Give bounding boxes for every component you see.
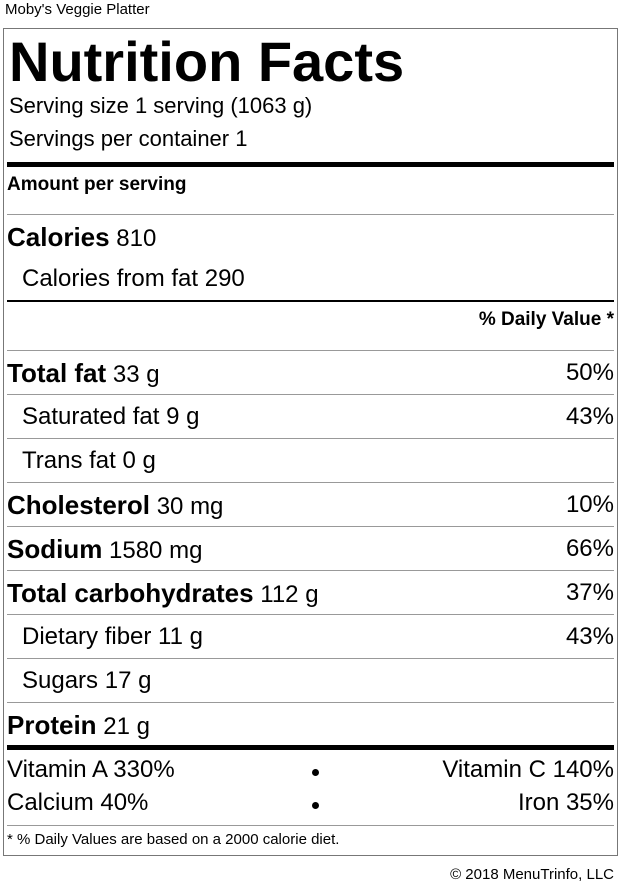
medium-divider — [7, 300, 614, 302]
thick-divider — [7, 745, 614, 750]
nutrient-row: Sodium 1580 mg 66% — [7, 527, 614, 571]
nutrient-amount: 21 g — [103, 713, 150, 740]
thick-divider — [7, 162, 614, 167]
nutrient-label: Cholesterol — [7, 490, 151, 520]
calories-from-fat-value: 290 — [204, 265, 245, 292]
bullet-dot — [312, 769, 319, 776]
bullet-dot — [312, 802, 319, 809]
divider — [7, 438, 614, 439]
divider — [7, 214, 614, 215]
nutrient-label: Protein — [7, 710, 97, 740]
nutrient-text: Sodium 1580 mg — [7, 535, 202, 565]
nutrient-label: Dietary fiber — [22, 623, 152, 650]
nutrition-label: Nutrition Facts Serving size 1 serving (… — [3, 28, 618, 856]
nutrient-row: Cholesterol 30 mg 10% — [7, 483, 614, 527]
vitamin-a: Vitamin A 330% — [7, 756, 175, 783]
nutrient-label: Sugars — [22, 667, 99, 694]
footnote: * % Daily Values are based on a 2000 cal… — [7, 831, 340, 848]
nutrient-amount: 30 mg — [156, 493, 224, 520]
nutrient-text: Trans fat 0 g — [22, 447, 156, 475]
vitamin-c: Vitamin C 140% — [442, 756, 614, 783]
nutrient-label: Total carbohydrates — [7, 578, 254, 608]
divider — [7, 394, 614, 395]
serving-size: Serving size 1 serving (1063 g) — [9, 93, 313, 118]
item-name: Moby's Veggie Platter — [5, 1, 150, 18]
nutrient-amount: 17 g — [104, 667, 152, 694]
copyright: © 2018 MenuTrinfo, LLC — [450, 866, 614, 883]
nutrient-row: Total fat 33 g 50% — [7, 351, 614, 395]
nutrient-daily-value: 50% — [565, 359, 614, 386]
servings-per-container: Servings per container 1 — [9, 126, 248, 151]
calories-label: Calories — [7, 222, 110, 252]
amount-per-serving: Amount per serving — [7, 174, 187, 195]
nutrient-daily-value: 43% — [565, 623, 614, 650]
divider — [7, 825, 614, 826]
calcium: Calcium 40% — [7, 789, 149, 816]
nutrient-text: Total fat 33 g — [7, 359, 160, 389]
divider — [7, 570, 614, 571]
nutrient-label: Saturated fat — [22, 403, 160, 430]
calories-from-fat-label: Calories from fat — [22, 265, 199, 292]
calories-text: Calories 810 — [7, 223, 156, 253]
nutrient-amount: 33 g — [112, 361, 160, 388]
nutrient-text: Total carbohydrates 112 g — [7, 579, 319, 609]
nutrient-label: Trans fat — [22, 447, 116, 474]
nutrient-daily-value: 66% — [565, 535, 614, 562]
divider — [7, 702, 614, 703]
divider — [7, 614, 614, 615]
nutrient-row: Trans fat 0 g — [7, 439, 614, 483]
nutrient-label: Total fat — [7, 358, 107, 388]
iron: Iron 35% — [517, 789, 614, 816]
nutrient-daily-value: 43% — [565, 403, 614, 430]
nutrient-row: Total carbohydrates 112 g 37% — [7, 571, 614, 615]
nutrient-row: Protein 21 g — [7, 703, 614, 747]
calories-from-fat-text: Calories from fat 290 — [22, 265, 245, 293]
nutrient-daily-value: 37% — [565, 579, 614, 606]
nutrient-amount: 9 g — [166, 403, 200, 430]
calories-from-fat-row: Calories from fat 290 — [7, 257, 614, 301]
label-title: Nutrition Facts — [9, 30, 405, 93]
calories-value: 810 — [116, 225, 157, 252]
nutrient-text: Saturated fat 9 g — [22, 403, 199, 431]
nutrient-amount: 1580 mg — [109, 537, 203, 564]
nutrient-text: Protein 21 g — [7, 711, 150, 741]
divider — [7, 482, 614, 483]
daily-value-header: % Daily Value * — [478, 309, 614, 330]
nutrient-daily-value: 10% — [565, 491, 614, 518]
divider — [7, 658, 614, 659]
nutrient-row: Sugars 17 g — [7, 659, 614, 703]
nutrient-label: Sodium — [7, 534, 103, 564]
divider — [7, 526, 614, 527]
nutrient-text: Dietary fiber 11 g — [22, 623, 203, 651]
nutrient-row: Saturated fat 9 g 43% — [7, 395, 614, 439]
nutrient-amount: 112 g — [260, 581, 319, 608]
nutrient-text: Cholesterol 30 mg — [7, 491, 223, 521]
nutrient-row: Dietary fiber 11 g 43% — [7, 615, 614, 659]
calories-row: Calories 810 — [7, 215, 614, 259]
nutrient-amount: 11 g — [158, 623, 203, 650]
nutrient-amount: 0 g — [122, 447, 156, 474]
divider — [7, 350, 614, 351]
nutrient-text: Sugars 17 g — [22, 667, 151, 695]
